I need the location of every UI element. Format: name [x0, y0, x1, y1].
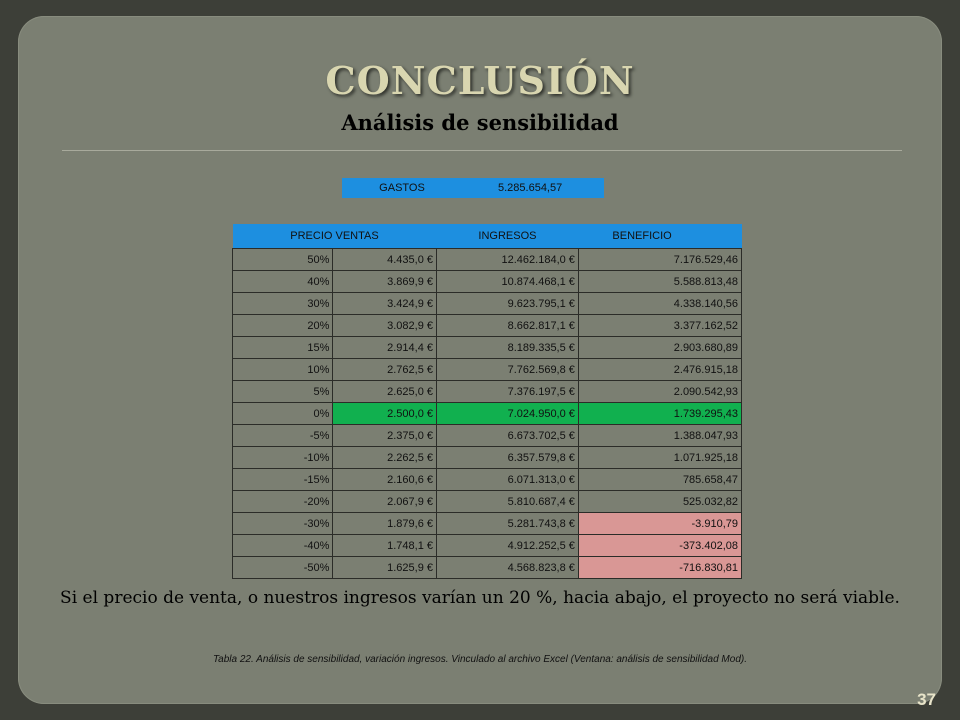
table-row: 20% 3.082,9 €8.662.817,1 €3.377.162,52 — [231, 314, 743, 337]
beneficio-cell: 4.338.140,56 — [577, 292, 743, 315]
precio-cell: 3.082,9 € — [332, 314, 437, 337]
precio-cell: 3.424,9 € — [332, 292, 437, 315]
ingresos-cell: 7.376.197,5 € — [436, 380, 579, 403]
slide-subtitle: Análisis de sensibilidad — [341, 110, 619, 135]
table-row: 15% 2.914,4 €8.189.335,5 €2.903.680,89 — [231, 336, 743, 359]
beneficio-cell: 1.388.047,93 — [577, 424, 743, 447]
table-row: 50% 4.435,0 €12.462.184,0 €7.176.529,46 — [231, 248, 743, 271]
ingresos-cell: 8.662.817,1 € — [436, 314, 579, 337]
ingresos-cell: 7.762.569,8 € — [436, 358, 579, 381]
pct-cell: -20% — [231, 490, 334, 513]
pct-cell: -30% — [231, 512, 334, 535]
beneficio-cell: 1.739.295,43 — [577, 402, 743, 425]
pct-cell: 15% — [231, 336, 334, 359]
pct-cell: 10% — [231, 358, 334, 381]
beneficio-cell: 2.090.542,93 — [577, 380, 743, 403]
pct-cell: -10% — [231, 446, 334, 469]
pct-cell: 50% — [231, 248, 334, 271]
table-row: -5% 2.375,0 €6.673.702,5 €1.388.047,93 — [231, 424, 743, 447]
header-ingresos: INGRESOS — [436, 224, 579, 249]
pct-cell: 40% — [231, 270, 334, 293]
gastos-value: 5.285.654,57 — [498, 182, 563, 194]
ingresos-cell: 5.810.687,4 € — [436, 490, 579, 513]
pct-cell: 0% — [231, 402, 334, 425]
table-row: -50% 1.625,9 €4.568.823,8 € -716.830,81 — [231, 556, 743, 579]
beneficio-cell: 2.476.915,18 — [577, 358, 743, 381]
precio-cell: 2.067,9 € — [332, 490, 437, 513]
pct-cell: -5% — [231, 424, 334, 447]
ingresos-cell: 6.357.579,8 € — [436, 446, 579, 469]
ingresos-cell: 4.568.823,8 € — [436, 556, 579, 579]
table-row: -10% 2.262,5 €6.357.579,8 €1.071.925,18 — [231, 446, 743, 469]
ingresos-cell: 6.673.702,5 € — [436, 424, 579, 447]
ingresos-cell: 7.024.950,0 € — [436, 402, 579, 425]
ingresos-cell: 10.874.468,1 € — [436, 270, 579, 293]
slide-title: CONCLUSIÓN — [325, 58, 635, 103]
beneficio-cell: -373.402,08 — [577, 534, 743, 557]
beneficio-cell: 7.176.529,46 — [577, 248, 743, 271]
precio-cell: 2.262,5 € — [332, 446, 437, 469]
precio-cell: 2.625,0 € — [332, 380, 437, 403]
beneficio-cell: 2.903.680,89 — [577, 336, 743, 359]
table-row: 30% 3.424,9 €9.623.795,1 €4.338.140,56 — [231, 292, 743, 315]
table-row: -40% 1.748,1 €4.912.252,5 € -373.402,08 — [231, 534, 743, 557]
conclusion-text: Si el precio de venta, o nuestros ingres… — [60, 588, 900, 608]
table-caption: Tabla 22. Análisis de sensibilidad, vari… — [212, 654, 747, 665]
precio-cell: 3.869,9 € — [332, 270, 437, 293]
beneficio-cell: 1.071.925,18 — [577, 446, 743, 469]
gastos-box: GASTOS 5.285.654,57 — [342, 178, 604, 198]
precio-cell: 2.500,0 € — [332, 402, 437, 425]
table-row: -20% 2.067,9 €5.810.687,4 €525.032,82 — [231, 490, 743, 513]
ingresos-cell: 6.071.313,0 € — [436, 468, 579, 491]
gastos-label: GASTOS — [379, 182, 425, 194]
precio-cell: 1.748,1 € — [332, 534, 437, 557]
precio-cell: 2.762,5 € — [332, 358, 437, 381]
header-precio-ventas: PRECIO VENTAS — [232, 224, 437, 249]
ingresos-cell: 8.189.335,5 € — [436, 336, 579, 359]
table-row: -30% 1.879,6 €5.281.743,8 € -3.910,79 — [231, 512, 743, 535]
table-row: -15% 2.160,6 €6.071.313,0 €785.658,47 — [231, 468, 743, 491]
beneficio-cell: -716.830,81 — [577, 556, 743, 579]
precio-cell: 1.625,9 € — [332, 556, 437, 579]
pct-cell: -15% — [231, 468, 334, 491]
beneficio-cell: -3.910,79 — [577, 512, 743, 535]
pct-cell: 30% — [231, 292, 334, 315]
precio-cell: 4.435,0 € — [332, 248, 437, 271]
pct-cell: -40% — [231, 534, 334, 557]
precio-cell: 1.879,6 € — [332, 512, 437, 535]
beneficio-cell: 785.658,47 — [577, 468, 743, 491]
table-row: 0% 2.500,0 €7.024.950,0 €1.739.295,43 — [231, 402, 743, 425]
ingresos-cell: 4.912.252,5 € — [436, 534, 579, 557]
table-row: 5% 2.625,0 €7.376.197,5 €2.090.542,93 — [231, 380, 743, 403]
precio-cell: 2.914,4 € — [332, 336, 437, 359]
precio-cell: 2.160,6 € — [332, 468, 437, 491]
beneficio-cell: 3.377.162,52 — [577, 314, 743, 337]
title-divider — [62, 150, 902, 151]
ingresos-cell: 5.281.743,8 € — [436, 512, 579, 535]
table-body: 50% 4.435,0 €12.462.184,0 €7.176.529,46 40… — [231, 248, 743, 579]
table-row: 40% 3.869,9 €10.874.468,1 €5.588.813,48 — [231, 270, 743, 293]
beneficio-cell: 5.588.813,48 — [577, 270, 743, 293]
ingresos-cell: 12.462.184,0 € — [436, 248, 579, 271]
pct-cell: 5% — [231, 380, 334, 403]
precio-cell: 2.375,0 € — [332, 424, 437, 447]
table-header-row: PRECIO VENTAS INGRESOS BENEFICIO — [232, 224, 742, 249]
table-row: 10% 2.762,5 €7.762.569,8 €2.476.915,18 — [231, 358, 743, 381]
sensitivity-table: PRECIO VENTAS INGRESOS BENEFICIO 50% 4.43… — [231, 224, 743, 579]
ingresos-cell: 9.623.795,1 € — [436, 292, 579, 315]
pct-cell: -50% — [231, 556, 334, 579]
header-beneficio: BENEFICIO — [578, 224, 742, 249]
beneficio-cell: 525.032,82 — [577, 490, 743, 513]
page-number: 37 — [917, 690, 936, 709]
pct-cell: 20% — [231, 314, 334, 337]
